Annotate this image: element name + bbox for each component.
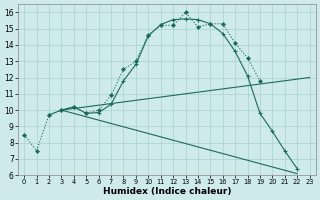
X-axis label: Humidex (Indice chaleur): Humidex (Indice chaleur) xyxy=(103,187,231,196)
